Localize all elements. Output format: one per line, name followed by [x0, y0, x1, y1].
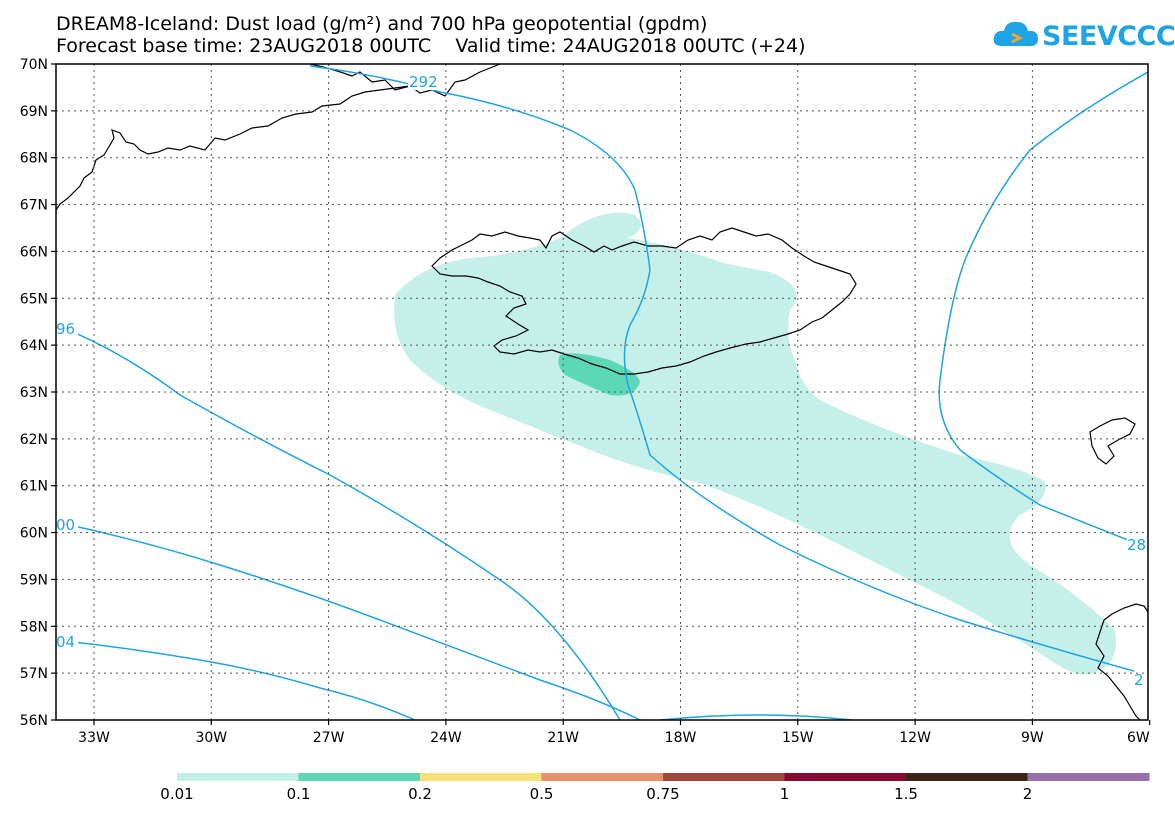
- lat-label-70N: 70N: [20, 57, 48, 73]
- contour-label-96: 96: [56, 320, 75, 338]
- forecast-time-line: Forecast base time: 23AUG2018 00UTC Vali…: [56, 35, 806, 57]
- cloud-icon: [993, 21, 1038, 46]
- colorbar-swatch: [1027, 773, 1150, 781]
- seevccc-logo: SEEVCCC: [992, 16, 1175, 56]
- geopotential-contours: [56, 65, 1148, 720]
- lon-label-12W: 12W: [899, 730, 931, 746]
- colorbar-swatch: [663, 773, 785, 781]
- contour-label-00: 00: [56, 516, 75, 534]
- lat-label-56N: 56N: [20, 713, 48, 729]
- contour-label-04: 04: [56, 633, 75, 651]
- contour-label-2: 2: [1134, 671, 1144, 689]
- contour-lower-right: [659, 714, 853, 720]
- lon-label-21W: 21W: [547, 730, 579, 746]
- colorbar-swatch: [541, 773, 664, 781]
- lat-label-61N: 61N: [20, 479, 48, 495]
- lon-label-9W: 9W: [1021, 730, 1044, 746]
- lat-label-62N: 62N: [20, 432, 48, 448]
- lat-label-67N: 67N: [20, 198, 48, 214]
- colorbar-label: 0.75: [646, 785, 679, 803]
- lon-label-30W: 30W: [195, 730, 227, 746]
- logo-text: SEEVCCC: [1042, 21, 1175, 52]
- iceland-coast: [431, 227, 857, 375]
- lat-label-59N: 59N: [20, 572, 48, 588]
- lon-label-15W: 15W: [782, 730, 814, 746]
- contour-288: [938, 71, 1148, 549]
- colorbar-label: 0.01: [160, 785, 193, 803]
- contour-label-292: 292: [409, 73, 438, 91]
- lon-label-33W: 33W: [78, 730, 110, 746]
- contour-304: [56, 639, 416, 720]
- lat-label-69N: 69N: [20, 104, 48, 120]
- lat-label-66N: 66N: [20, 244, 48, 260]
- gridlines: [56, 64, 1148, 720]
- lat-label-63N: 63N: [20, 385, 48, 401]
- colorbar-swatch: [784, 773, 907, 781]
- colorbar-swatch: [420, 773, 542, 781]
- contour-292: [309, 65, 1148, 676]
- colorbar-swatch: [906, 773, 1028, 781]
- colorbar-label: 0.5: [530, 785, 554, 803]
- scotland-coast: [1095, 603, 1148, 720]
- contour-296: [56, 324, 621, 720]
- lon-label-6W: 6W: [1127, 730, 1150, 746]
- dust-plume-light: [394, 212, 1116, 675]
- lat-label-60N: 60N: [20, 526, 48, 542]
- colorbar-label: 1.5: [894, 785, 918, 803]
- colorbar-label: 0.2: [408, 785, 432, 803]
- lat-label-64N: 64N: [20, 338, 48, 354]
- lat-label-58N: 58N: [20, 619, 48, 635]
- colorbar-label: 2: [1023, 785, 1033, 803]
- colorbar-label: 1: [780, 785, 790, 803]
- lat-label-68N: 68N: [20, 151, 48, 167]
- faroe-islands-coast: [1089, 417, 1136, 465]
- colorbar-swatch: [177, 773, 299, 781]
- lat-label-65N: 65N: [20, 291, 48, 307]
- colorbar-swatch: [298, 773, 421, 781]
- dust-plume-medium: [558, 353, 640, 396]
- chart-title: DREAM8-Iceland: Dust load (g/m²) and 700…: [56, 13, 708, 35]
- contour-300: [56, 521, 641, 720]
- lat-label-57N: 57N: [20, 666, 48, 682]
- lon-label-27W: 27W: [313, 730, 345, 746]
- colorbar: 0.01 0.1 0.2 0.5 0.75 1 1.5 2: [160, 773, 1150, 803]
- contour-label-28: 28: [1127, 536, 1146, 554]
- lon-label-18W: 18W: [665, 730, 697, 746]
- colorbar-label: 0.1: [287, 785, 311, 803]
- lon-label-24W: 24W: [430, 730, 462, 746]
